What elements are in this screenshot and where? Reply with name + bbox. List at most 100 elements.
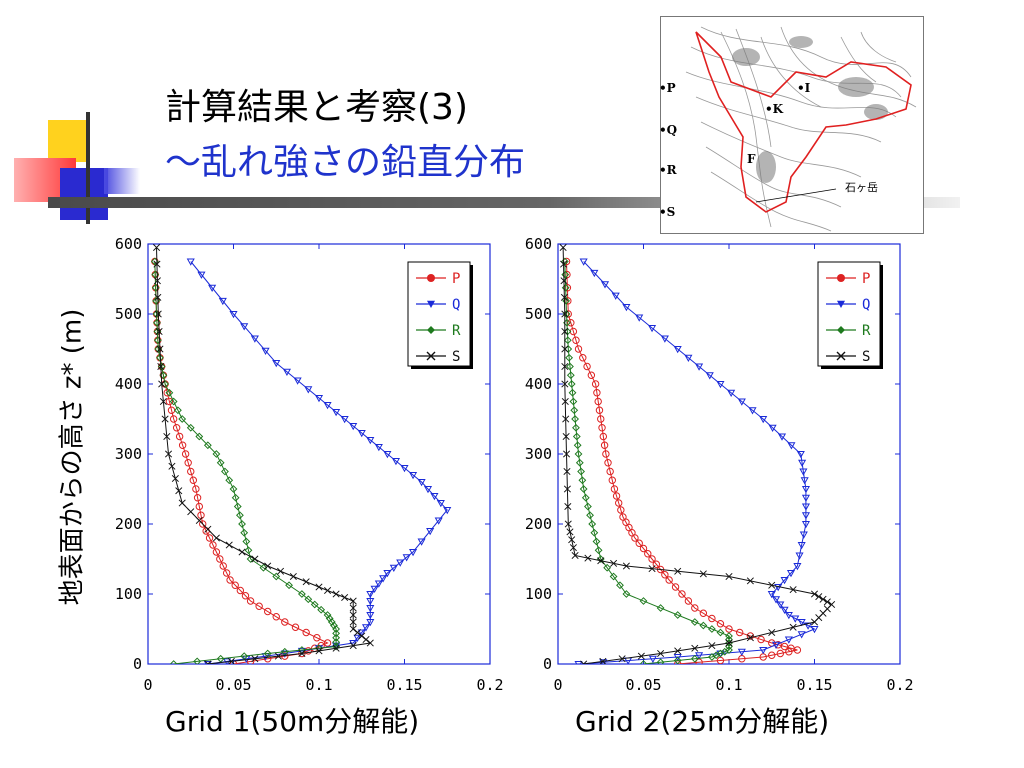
data-point-R (203, 441, 212, 450)
data-point-R (193, 657, 202, 664)
data-point-R (560, 257, 569, 266)
data-point-Q (622, 303, 631, 312)
data-point-R (609, 572, 618, 581)
data-point-P (189, 476, 198, 484)
data-point-S (564, 502, 572, 511)
data-point-S (637, 652, 645, 660)
data-point-Q (801, 503, 810, 511)
data-point-S (562, 415, 570, 423)
data-point-S (561, 362, 569, 371)
data-point-S (810, 590, 819, 598)
data-point-P (600, 441, 609, 449)
legend-label-R: R (862, 323, 871, 339)
title-divider (48, 197, 960, 208)
data-point-Q (366, 597, 375, 606)
data-point-Q (366, 618, 375, 627)
data-point-R (673, 656, 682, 664)
data-point-P (572, 336, 580, 344)
series-line-Q (190, 261, 448, 664)
data-point-Q (797, 631, 806, 639)
data-point-Q (611, 292, 620, 300)
data-point-S (559, 244, 567, 252)
data-point-P (594, 397, 602, 406)
data-point-R (690, 618, 699, 626)
data-point-S (161, 415, 169, 423)
data-point-Q (759, 646, 768, 655)
data-point-R (244, 546, 253, 555)
data-point-Q (261, 347, 270, 355)
data-point-Q (323, 401, 332, 410)
data-point-Q (810, 625, 819, 634)
data-point-S (158, 380, 166, 388)
data-point-Q (786, 569, 796, 578)
data-point-P (165, 397, 174, 406)
data-point-R (240, 652, 249, 661)
data-point-R (327, 618, 336, 626)
data-point-Q (799, 531, 808, 539)
data-point-Q (705, 372, 714, 380)
data-point-P (635, 539, 643, 547)
data-point-Q (648, 324, 657, 333)
legend-marker-R (837, 326, 845, 334)
data-point-P (205, 534, 214, 542)
data-point-Q (357, 629, 366, 637)
data-point-P (212, 548, 221, 556)
data-point-S (175, 487, 183, 495)
data-point-R (570, 406, 579, 415)
x-tick-label: 0.2 (886, 676, 913, 694)
data-point-Q (804, 622, 813, 630)
series-line-Q (578, 261, 816, 664)
data-point-S (562, 450, 571, 458)
map-label-q: •Q (659, 123, 678, 137)
data-point-P (246, 597, 255, 605)
data-point-R (242, 537, 251, 546)
data-point-P (255, 602, 263, 610)
data-point-R (169, 397, 178, 406)
data-point-P (746, 632, 755, 640)
x-tick-label: 0.1 (305, 676, 332, 694)
data-point-S (562, 432, 570, 441)
data-point-Q (796, 450, 805, 459)
data-point-R (229, 485, 238, 493)
data-point-Q (648, 655, 657, 663)
data-point-P (716, 620, 725, 628)
data-point-Q (797, 618, 806, 627)
data-point-S (155, 327, 163, 336)
data-point-S (597, 557, 605, 565)
data-point-Q (776, 601, 785, 609)
data-point-R (567, 380, 576, 388)
data-point-Q (771, 641, 781, 649)
data-point-Q (798, 459, 807, 467)
x-tick-label: 0.05 (625, 676, 661, 694)
data-point-S (362, 635, 370, 644)
data-point-S (332, 644, 340, 652)
legend-label-P: P (452, 271, 460, 287)
data-point-P (199, 520, 207, 528)
data-point-P (597, 415, 605, 423)
deco-blue-square (60, 168, 108, 220)
data-point-Q (250, 335, 259, 343)
data-point-S (264, 562, 272, 570)
data-point-R (317, 605, 326, 614)
data-point-P (678, 590, 686, 598)
data-point-R (639, 597, 648, 605)
map-label-r: •R (659, 163, 677, 177)
data-point-S (332, 590, 340, 598)
data-point-P (231, 581, 239, 589)
data-point-Q (695, 652, 704, 660)
data-point-S (569, 544, 577, 552)
data-point-S (315, 647, 323, 655)
data-point-P (216, 555, 224, 563)
data-point-S (561, 397, 569, 406)
data-point-R (690, 654, 699, 663)
data-point-Q (768, 424, 777, 432)
data-point-Q (314, 394, 324, 403)
data-point-P (671, 583, 680, 591)
data-point-Q (795, 552, 804, 560)
data-point-S (768, 581, 776, 589)
data-point-R (699, 621, 708, 630)
data-point-P (172, 424, 181, 432)
data-point-P (768, 651, 776, 659)
data-point-P (583, 362, 591, 371)
chart-caption-grid1: Grid 1(50m分解能) (165, 705, 420, 738)
